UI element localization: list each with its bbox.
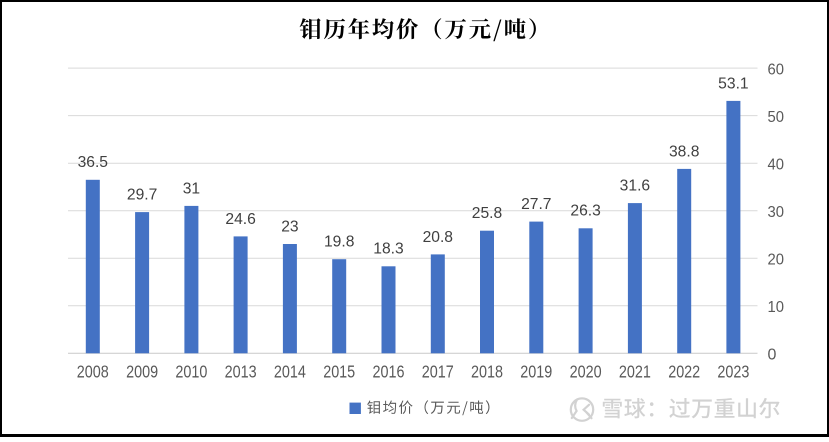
svg-text:31.6: 31.6 (620, 178, 651, 195)
svg-text:2013: 2013 (225, 362, 257, 382)
svg-text:2022: 2022 (668, 362, 700, 382)
svg-text:27.7: 27.7 (521, 196, 552, 213)
svg-text:24.6: 24.6 (225, 211, 256, 228)
svg-text:2008: 2008 (77, 362, 109, 382)
svg-text:2018: 2018 (471, 362, 503, 382)
svg-text:26.3: 26.3 (570, 203, 601, 220)
svg-text:40: 40 (768, 156, 785, 173)
svg-text:2009: 2009 (126, 362, 158, 382)
svg-text:2014: 2014 (274, 362, 306, 382)
svg-text:20: 20 (768, 251, 785, 268)
svg-text:31: 31 (183, 180, 200, 197)
svg-text:53.1: 53.1 (718, 75, 749, 92)
svg-text:2017: 2017 (422, 362, 454, 382)
svg-text:38.8: 38.8 (669, 143, 700, 160)
svg-text:10: 10 (768, 299, 785, 316)
svg-text:2019: 2019 (520, 362, 552, 382)
svg-text:2023: 2023 (717, 362, 749, 382)
svg-text:18.3: 18.3 (373, 241, 404, 258)
svg-text:0: 0 (768, 347, 777, 364)
svg-text:2021: 2021 (619, 362, 651, 382)
svg-text:60: 60 (768, 61, 785, 78)
svg-text:30: 30 (768, 204, 785, 221)
svg-text:50: 50 (768, 109, 785, 126)
svg-text:2016: 2016 (373, 362, 405, 382)
svg-text:25.8: 25.8 (472, 205, 503, 222)
svg-text:23: 23 (281, 218, 298, 235)
svg-text:2020: 2020 (570, 362, 602, 382)
svg-text:36.5: 36.5 (78, 154, 109, 171)
svg-text:2015: 2015 (323, 362, 355, 382)
svg-text:29.7: 29.7 (127, 187, 158, 204)
svg-text:20.8: 20.8 (423, 229, 454, 246)
svg-text:19.8: 19.8 (324, 234, 355, 251)
svg-text:2010: 2010 (175, 362, 207, 382)
